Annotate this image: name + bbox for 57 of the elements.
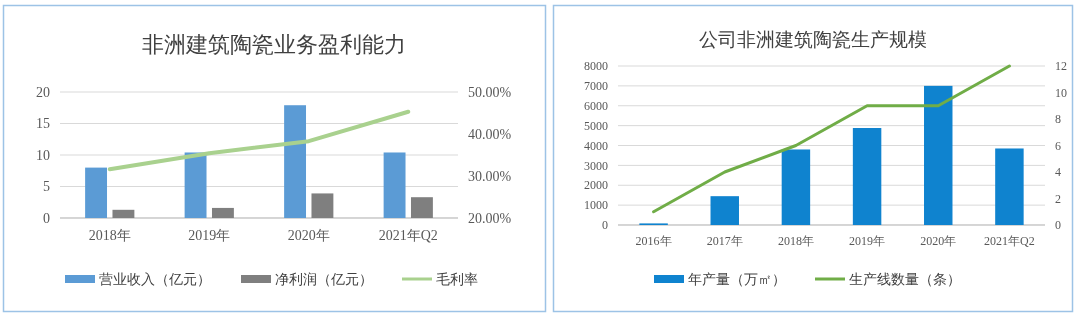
y-tick-label: 3000: [584, 158, 608, 173]
x-tick-label: 2017年: [706, 234, 743, 248]
y-tick-label: 7000: [584, 79, 608, 94]
x-tick-label: 2021年Q2: [378, 228, 438, 243]
bar: [710, 196, 739, 225]
chart-title: 非洲建筑陶瓷业务盈利能力: [142, 32, 406, 57]
y2-tick-label: 4: [1055, 165, 1061, 180]
y-tick-label: 5000: [584, 118, 608, 133]
x-tick-label: 2018年: [777, 234, 814, 248]
bar: [410, 197, 433, 218]
y-tick-label: 4000: [584, 138, 608, 153]
x-tick-label: 2021年Q2: [984, 234, 1035, 248]
y-tick-label: 10: [36, 147, 50, 163]
y-tick-label: 1000: [584, 198, 608, 213]
y2-tick-label: 30.00%: [468, 168, 512, 184]
line-series: [107, 109, 411, 172]
y-tick-label: 2000: [584, 178, 608, 193]
bar: [852, 128, 882, 225]
y-tick-label: 20: [36, 84, 50, 100]
y-tick-label: 5: [43, 179, 50, 195]
y-tick-label: 8000: [584, 59, 608, 74]
bar: [284, 105, 307, 218]
bar: [311, 193, 334, 218]
y2-tick-label: 8: [1055, 112, 1061, 127]
y2-tick-label: 6: [1055, 138, 1061, 153]
y2-tick-label: 10: [1055, 85, 1067, 100]
x-tick-label: 2018年: [88, 228, 131, 243]
x-tick-label: 2019年: [849, 234, 886, 248]
bar: [924, 85, 953, 225]
legend-label: 生产线数量（条）: [849, 272, 961, 287]
bar: [184, 152, 207, 218]
legend-label: 毛利率: [436, 272, 478, 287]
bar: [995, 148, 1024, 225]
bar: [781, 149, 811, 225]
legend-label: 营业收入（亿元）: [99, 272, 211, 287]
legend-label: 净利润（亿元）: [275, 272, 373, 287]
y-tick-label: 15: [36, 116, 50, 132]
y2-tick-label: 40.00%: [468, 126, 512, 142]
y-tick-label: 0: [602, 218, 608, 233]
line-series: [652, 64, 1011, 214]
bar: [85, 167, 108, 218]
y2-tick-label: 12: [1055, 59, 1067, 74]
bar: [112, 209, 135, 218]
x-tick-label: 2020年: [920, 234, 957, 248]
y2-tick-label: 50.00%: [468, 84, 512, 100]
bar: [383, 152, 406, 218]
x-tick-label: 2016年: [635, 234, 672, 248]
bar: [211, 207, 234, 218]
y2-tick-label: 20.00%: [468, 210, 512, 226]
x-tick-label: 2020年: [287, 228, 330, 243]
y2-tick-label: 2: [1055, 191, 1061, 206]
y-tick-label: 0: [43, 210, 50, 226]
y2-tick-label: 0: [1055, 218, 1061, 233]
y-tick-label: 6000: [584, 98, 608, 113]
legend-label: 年产量（万㎡）: [688, 272, 786, 287]
chart-title: 公司非洲建筑陶瓷生产规模: [698, 29, 927, 50]
x-tick-label: 2019年: [188, 228, 231, 243]
